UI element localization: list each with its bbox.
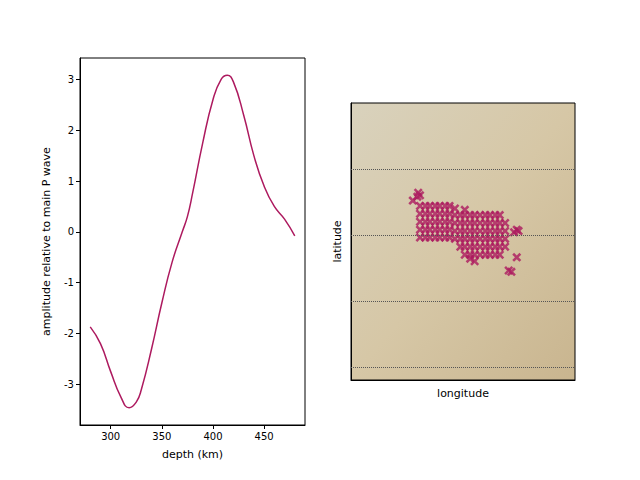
svg-text:3: 3 <box>68 74 74 85</box>
svg-text:latitude: latitude <box>331 220 344 262</box>
svg-text:450: 450 <box>255 431 274 442</box>
svg-text:depth (km): depth (km) <box>162 448 223 461</box>
svg-text:0: 0 <box>68 226 74 237</box>
svg-text:-1: -1 <box>64 277 74 288</box>
svg-text:-3: -3 <box>64 379 74 390</box>
svg-text:300: 300 <box>101 431 120 442</box>
svg-text:amplitude relative to main P w: amplitude relative to main P wave <box>40 147 53 336</box>
svg-text:350: 350 <box>152 431 171 442</box>
svg-text:400: 400 <box>203 431 222 442</box>
svg-text:1: 1 <box>68 176 74 187</box>
svg-text:longitude: longitude <box>437 387 489 400</box>
svg-text:-2: -2 <box>64 328 74 339</box>
svg-text:2: 2 <box>68 125 74 136</box>
